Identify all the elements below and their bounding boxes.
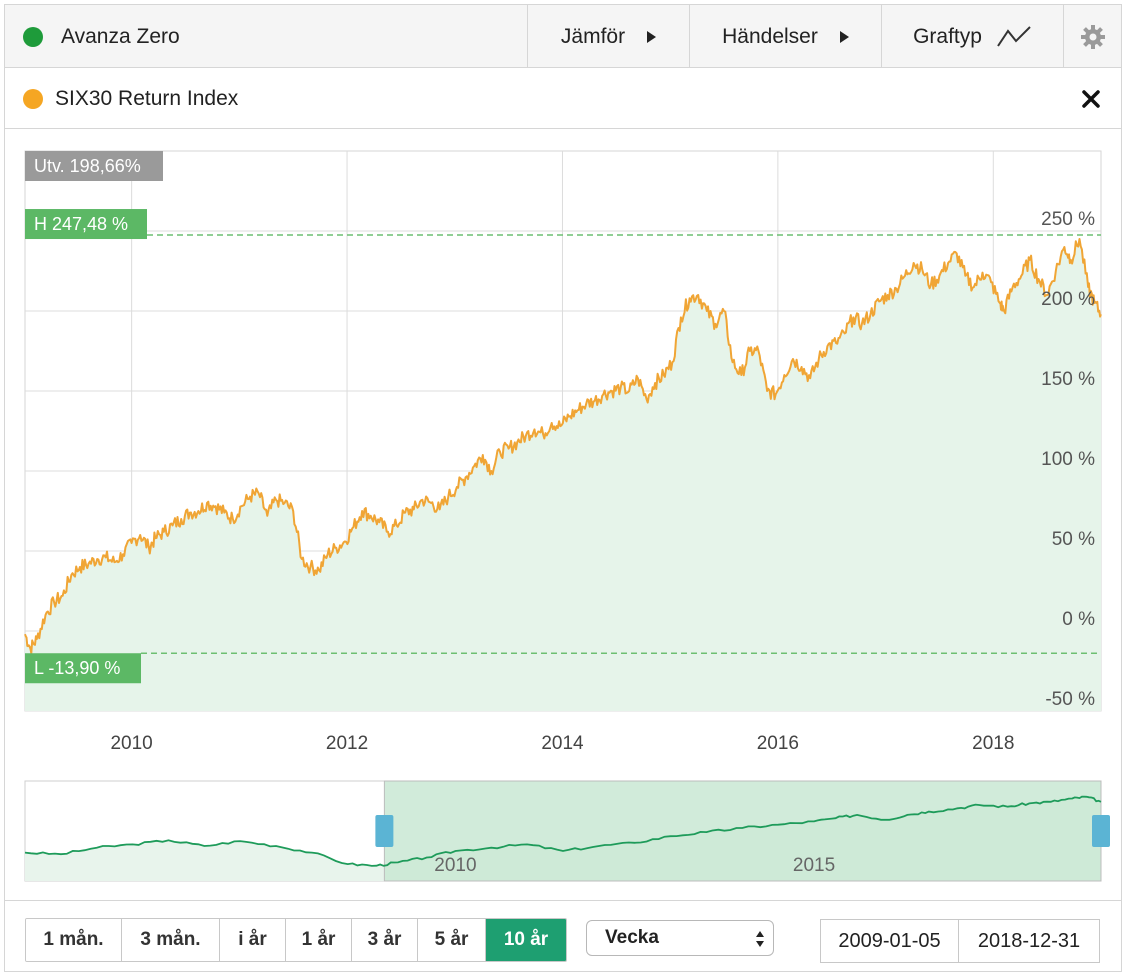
change-badge: Utv. 198,66% xyxy=(25,151,163,181)
interval-select-value: Vecka xyxy=(605,927,659,948)
y-tick-label: 50 % xyxy=(1052,529,1095,550)
navigator-handle-left[interactable] xyxy=(375,815,394,847)
high-badge: H 247,48 % xyxy=(25,209,147,240)
range-button-3[interactable]: i år xyxy=(220,919,286,961)
navigator-tick-label: 2010 xyxy=(434,855,476,876)
line-chart-icon xyxy=(997,25,1031,47)
high-low-lines xyxy=(141,234,1101,654)
navigator-x-ticks: 2010 2015 xyxy=(434,855,835,876)
compare-series-label: SIX30 Return Index xyxy=(55,86,239,110)
instrument-title: Avanza Zero xyxy=(23,5,180,68)
date-to-field[interactable]: 2018-12-31 xyxy=(959,920,1099,962)
instrument-status-dot xyxy=(23,26,43,47)
main-chart[interactable]: 250 %200 %150 %100 %50 %0 %-50 % 2010 201… xyxy=(5,129,1121,775)
range-button-4[interactable]: 1 år xyxy=(286,919,352,961)
change-label: Utv. 198,66% xyxy=(34,156,141,176)
compare-series-row: SIX30 Return Index xyxy=(5,69,1121,129)
high-badge-bg xyxy=(25,209,147,240)
y-tick-label: -50 % xyxy=(1045,689,1095,710)
y-tick-label: 100 % xyxy=(1041,449,1095,470)
navigator-line xyxy=(24,795,1102,867)
range-button-5[interactable]: 3 år xyxy=(352,919,418,961)
y-tick-label: 0 % xyxy=(1062,609,1095,630)
x-tick-label: 2016 xyxy=(757,733,799,754)
caret-right-icon xyxy=(839,30,849,43)
chart-widget: Avanza Zero Jämför Händelser Graftyp xyxy=(4,4,1122,972)
instrument-title-label: Avanza Zero xyxy=(61,24,180,48)
series-color-dot xyxy=(23,88,43,109)
bottom-controls: 1 mån. 3 mån. i år 1 år 3 år 5 år 10 år Vecka … xyxy=(5,900,1121,971)
gear-icon xyxy=(1080,24,1105,49)
toolbar: Avanza Zero Jämför Händelser Graftyp xyxy=(5,5,1121,68)
y-axis-ticks: 250 % 200 % 150 % 100 % 50 % 0 % -50 % xyxy=(1041,209,1095,710)
y-tick-label: 200 % xyxy=(1041,289,1095,310)
settings-button[interactable] xyxy=(1063,5,1121,68)
date-from-field[interactable]: 2009-01-05 xyxy=(821,920,959,962)
date-range: 2009-01-05 2018-12-31 xyxy=(820,919,1100,963)
chart-type-label: Graftyp xyxy=(913,24,982,48)
x-tick-label: 2012 xyxy=(326,733,368,754)
interval-select[interactable]: Vecka xyxy=(586,920,774,956)
low-badge: L -13,90 % xyxy=(25,653,141,684)
chart-type-button[interactable]: Graftyp xyxy=(881,5,1063,68)
series-line xyxy=(24,238,1102,655)
range-button-1[interactable]: 1 mån. xyxy=(26,919,122,961)
x-tick-label: 2014 xyxy=(541,733,584,754)
x-tick-label: 2010 xyxy=(110,733,152,754)
caret-right-icon xyxy=(647,30,657,43)
events-label: Händelser xyxy=(722,24,818,48)
x-tick-label: 2018 xyxy=(972,733,1014,754)
y-tick-label: 150 % xyxy=(1041,369,1095,390)
navigator-selection[interactable] xyxy=(383,780,1102,882)
events-button[interactable]: Händelser xyxy=(689,5,881,68)
series-area-fill xyxy=(25,239,1101,711)
range-button-7[interactable]: 10 år xyxy=(486,919,566,961)
range-button-6[interactable]: 5 år xyxy=(418,919,486,961)
high-label: H 247,48 % xyxy=(34,214,128,234)
range-button-2[interactable]: 3 mån. xyxy=(122,919,220,961)
low-badge-bg xyxy=(25,653,141,684)
close-icon[interactable] xyxy=(1079,87,1103,111)
navigator-tick-label: 2015 xyxy=(793,855,835,876)
compare-button[interactable]: Jämför xyxy=(527,5,689,68)
x-axis-ticks: 2010 2012 2014 2016 2018 xyxy=(110,733,1014,754)
compare-label: Jämför xyxy=(560,24,626,48)
low-label: L -13,90 % xyxy=(34,658,120,678)
range-navigator[interactable]: 2010 2015 xyxy=(5,775,1121,895)
range-button-group: 1 mån. 3 mån. i år 1 år 3 år 5 år 10 år xyxy=(25,918,567,962)
change-badge-bg xyxy=(25,151,163,181)
y-tick-label: 250 % xyxy=(1041,209,1095,230)
select-arrows-icon xyxy=(756,931,764,947)
navigator-handle-right[interactable] xyxy=(1092,815,1110,847)
